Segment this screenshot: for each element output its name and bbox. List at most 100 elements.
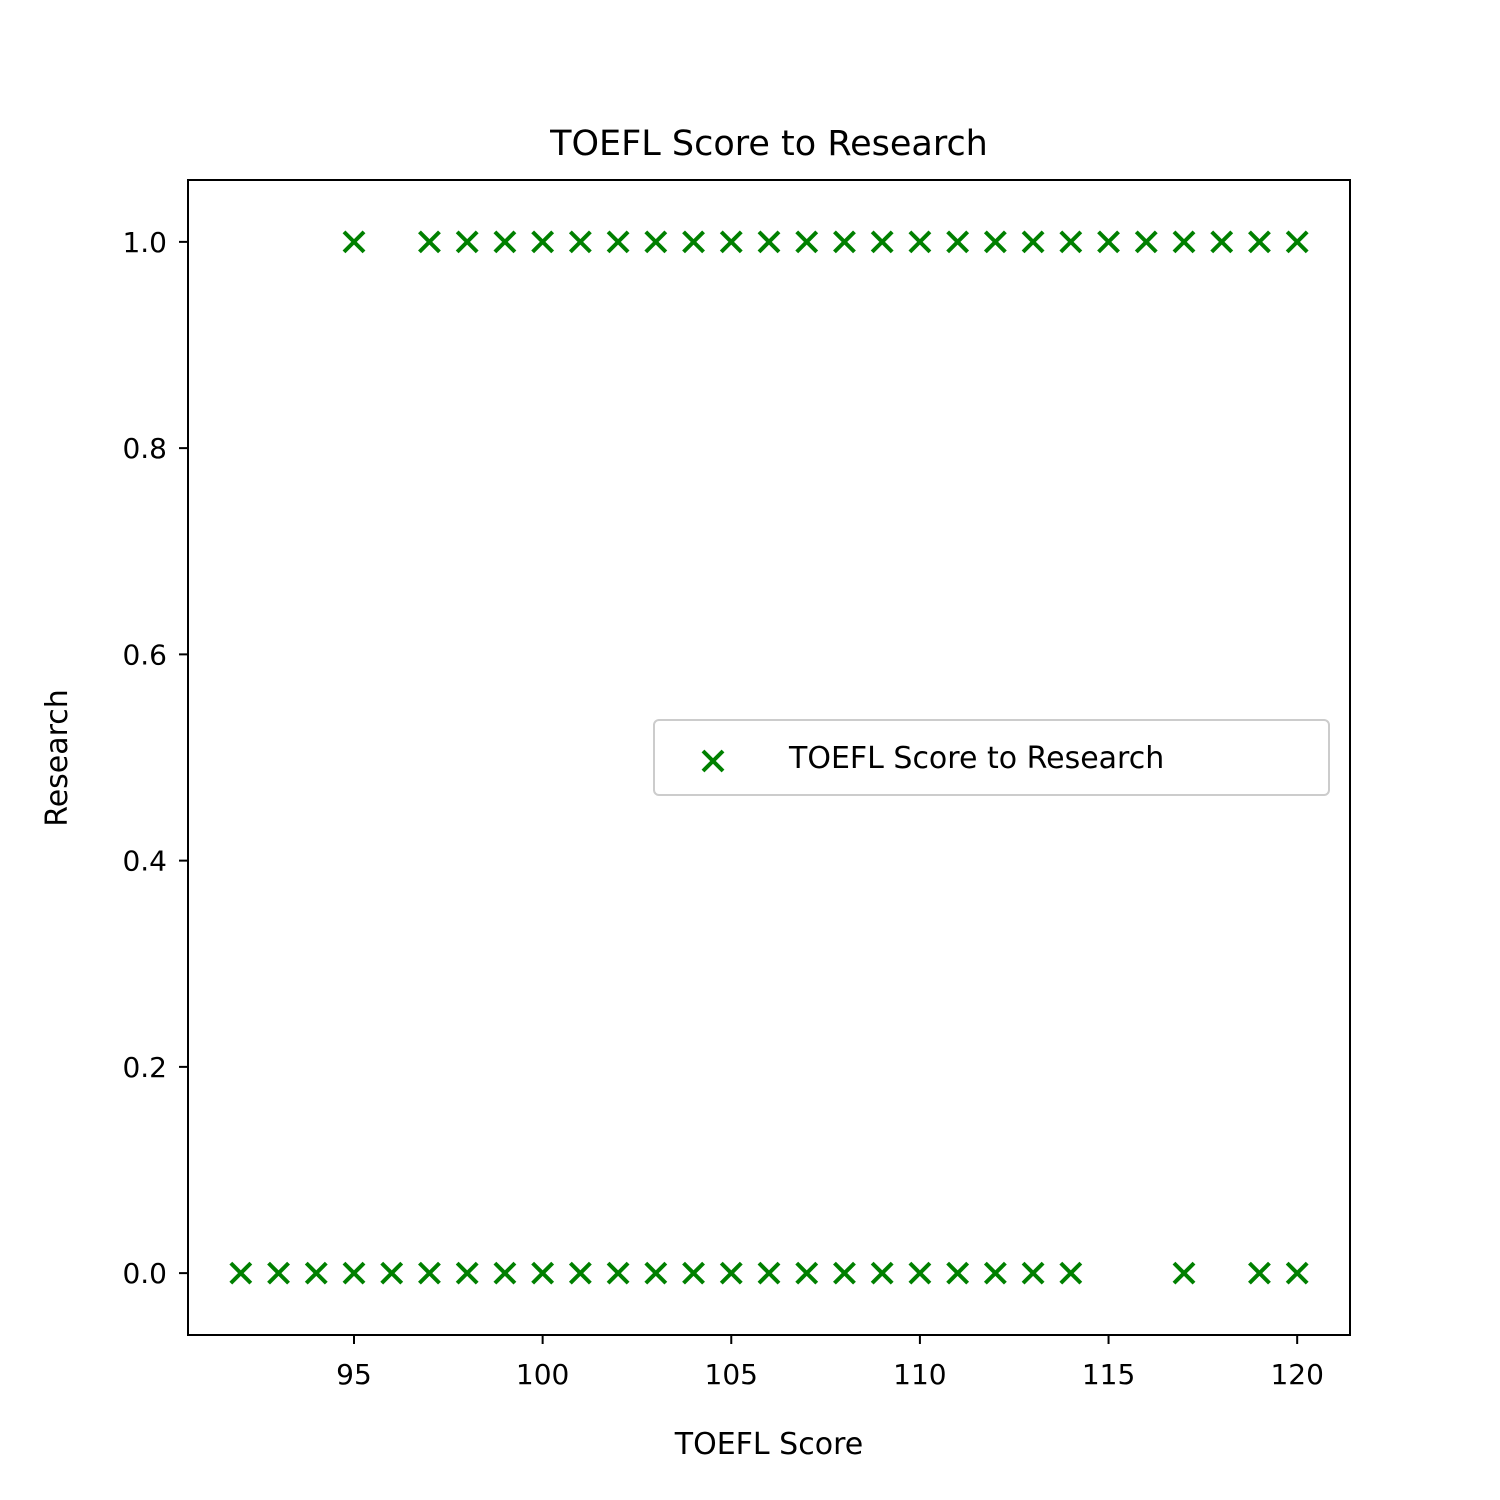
- marker-stroke: [418, 1261, 441, 1285]
- marker-stroke: [493, 230, 517, 254]
- data-point: [418, 230, 441, 254]
- data-point: [1172, 1261, 1196, 1285]
- x-tick-label: 105: [705, 1358, 758, 1391]
- data-point: [1097, 230, 1120, 254]
- x-axis-label: TOEFL Score: [674, 1427, 863, 1462]
- x-tick-label: 120: [1270, 1358, 1323, 1391]
- axis-ticks: 95 100 105 110 115 120 0.0 0.2 0.4 0.6 0.8 1.0: [122, 226, 1323, 1391]
- marker-stroke: [1097, 230, 1120, 254]
- marker-stroke: [1248, 1261, 1271, 1285]
- legend-marker-glyph: [701, 749, 725, 773]
- marker-stroke: [644, 230, 668, 254]
- marker-stroke: [1210, 230, 1234, 254]
- data-point: [568, 230, 592, 254]
- data-point: [908, 230, 932, 254]
- marker-stroke: [833, 230, 856, 254]
- marker-stroke: [719, 230, 743, 254]
- data-point: [1210, 230, 1234, 254]
- data-point: [1059, 1261, 1083, 1285]
- marker-stroke: [946, 230, 970, 254]
- data-point: [946, 230, 970, 254]
- data-point: [531, 230, 555, 254]
- marker-stroke: [946, 1261, 970, 1285]
- marker-stroke: [1248, 230, 1271, 254]
- y-tick-label: 0.6: [122, 638, 167, 671]
- legend-frame: [653, 719, 1330, 796]
- data-point: [267, 1261, 290, 1285]
- data-point: [1248, 1261, 1271, 1285]
- data-point: [493, 230, 517, 254]
- marker-stroke: [701, 749, 725, 773]
- data-point: [1059, 230, 1083, 254]
- marker-stroke: [682, 1261, 705, 1285]
- marker-stroke: [1172, 230, 1196, 254]
- marker-stroke: [870, 1261, 894, 1285]
- data-point: [606, 1261, 630, 1285]
- data-point: [229, 1261, 253, 1285]
- marker-stroke: [606, 230, 630, 254]
- data-point: [455, 230, 479, 254]
- x-tick-label: 115: [1082, 1358, 1135, 1391]
- data-point: [719, 230, 743, 254]
- chart-title: TOEFL Score to Research: [549, 124, 988, 164]
- data-point: [870, 230, 894, 254]
- y-axis-label: Research: [40, 689, 75, 827]
- x-tick-label: 110: [893, 1358, 946, 1391]
- y-tick-label: 0.4: [122, 845, 167, 878]
- data-point: [304, 1261, 328, 1285]
- data-point: [342, 230, 366, 254]
- data-point: [833, 230, 856, 254]
- marker-stroke: [908, 1261, 932, 1285]
- marker-stroke: [568, 230, 592, 254]
- data-point: [1248, 230, 1271, 254]
- marker-stroke: [870, 230, 894, 254]
- marker-stroke: [644, 1261, 668, 1285]
- marker-stroke: [229, 1261, 253, 1285]
- data-point: [568, 1261, 592, 1285]
- marker-stroke: [757, 230, 781, 254]
- marker-stroke: [795, 1261, 819, 1285]
- marker-stroke: [493, 1261, 517, 1285]
- y-tick-label: 0.8: [122, 432, 167, 465]
- marker-stroke: [908, 230, 932, 254]
- legend-marker-x: [701, 749, 725, 773]
- data-point: [644, 230, 668, 254]
- data-point: [455, 1261, 479, 1285]
- data-point: [531, 1261, 555, 1285]
- marker-stroke: [795, 230, 819, 254]
- y-tick-label: 0.0: [122, 1257, 167, 1290]
- marker-stroke: [342, 230, 366, 254]
- marker-stroke: [455, 1261, 479, 1285]
- marker-stroke: [1021, 230, 1045, 254]
- marker-stroke: [455, 230, 479, 254]
- data-point: [983, 230, 1007, 254]
- data-point: [757, 230, 781, 254]
- marker-stroke: [418, 230, 441, 254]
- marker-stroke: [568, 1261, 592, 1285]
- data-point: [418, 1261, 441, 1285]
- data-point: [719, 1261, 743, 1285]
- plot-frame: [187, 179, 1351, 1336]
- data-point: [1134, 230, 1158, 254]
- data-point: [946, 1261, 970, 1285]
- legend-label: TOEFL Score to Research: [788, 741, 1164, 776]
- data-point: [1172, 230, 1196, 254]
- data-points: [229, 230, 1309, 1285]
- data-point: [606, 230, 630, 254]
- marker-stroke: [342, 1261, 366, 1285]
- y-tick-label: 0.2: [122, 1051, 167, 1084]
- marker-stroke: [380, 1261, 404, 1285]
- data-point: [1285, 230, 1309, 254]
- marker-stroke: [531, 230, 555, 254]
- marker-stroke: [1021, 1261, 1045, 1285]
- marker-stroke: [1285, 230, 1309, 254]
- data-point: [682, 1261, 705, 1285]
- marker-stroke: [1059, 230, 1083, 254]
- data-point: [1285, 1261, 1309, 1285]
- marker-stroke: [983, 1261, 1007, 1285]
- data-point: [380, 1261, 404, 1285]
- data-point: [833, 1261, 856, 1285]
- marker-stroke: [1059, 1261, 1083, 1285]
- marker-stroke: [531, 1261, 555, 1285]
- marker-stroke: [267, 1261, 290, 1285]
